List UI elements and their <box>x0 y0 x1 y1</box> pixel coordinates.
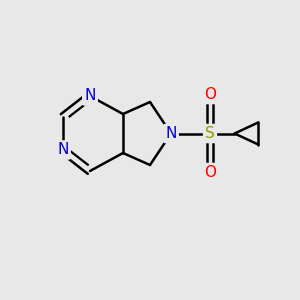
Text: O: O <box>204 87 216 102</box>
Text: N: N <box>165 126 177 141</box>
Text: N: N <box>57 142 69 158</box>
Text: O: O <box>204 165 216 180</box>
Text: N: N <box>84 88 96 104</box>
Text: S: S <box>205 126 215 141</box>
